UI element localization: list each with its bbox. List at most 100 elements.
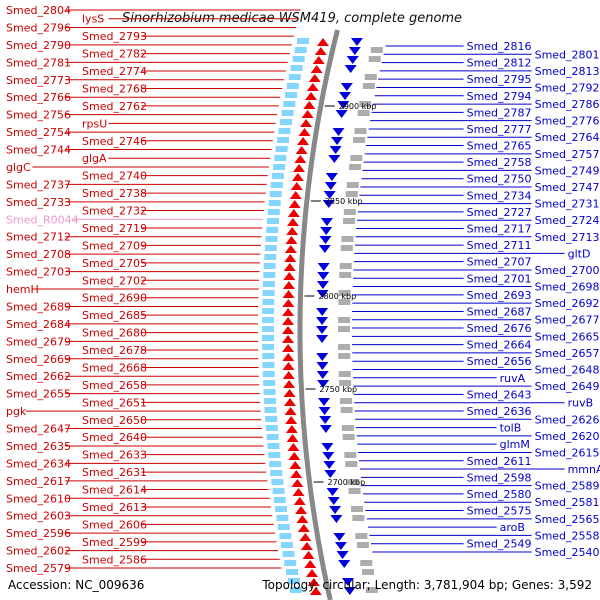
forward-gene-arrow	[288, 200, 301, 208]
gene-label: Smed_2664	[467, 339, 532, 352]
gene-label: Smed_2615	[535, 446, 600, 459]
reverse-gene-arrow	[319, 416, 332, 424]
forward-gene-arrow	[312, 56, 325, 64]
forward-gene-arrow	[284, 245, 297, 253]
reverse-gene-arrow	[316, 335, 329, 343]
gene-label: Smed_2738	[82, 187, 147, 200]
forward-gene-arrow	[297, 524, 310, 532]
feature-box	[269, 191, 282, 197]
gene-label: Smed_2737	[6, 178, 71, 191]
feature-box	[368, 56, 381, 62]
forward-gene-arrow	[310, 65, 323, 73]
gene-label: hemH	[6, 283, 39, 296]
feature-box	[292, 56, 305, 62]
forward-gene-arrow	[304, 560, 317, 568]
gene-label: Smed_2669	[6, 353, 71, 366]
gene-label: Smed_2643	[467, 388, 532, 401]
forward-gene-arrow	[293, 497, 306, 505]
reverse-gene-arrow	[316, 371, 329, 379]
forward-gene-arrow	[285, 236, 298, 244]
feature-box	[265, 425, 278, 431]
scale-tick-label: 2800 kbp	[318, 292, 356, 301]
gene-label: Smed_2599	[82, 536, 147, 549]
gene-label: Smed_2579	[6, 562, 71, 575]
gene-label: Smed_2733	[6, 196, 71, 209]
gene-label: Smed_2756	[6, 109, 71, 122]
reverse-gene-arrow	[343, 587, 356, 595]
reverse-gene-arrow	[316, 326, 329, 334]
forward-gene-arrow	[316, 38, 329, 46]
gene-label: Smed_2634	[6, 457, 71, 470]
gene-label: Smed_2603	[6, 510, 71, 523]
reverse-gene-arrow	[324, 182, 337, 190]
feature-box	[338, 290, 351, 296]
gene-label: Smed_2765	[467, 140, 532, 153]
gene-label: Smed_2793	[82, 30, 147, 43]
forward-gene-arrow	[289, 461, 302, 469]
forward-gene-arrow	[286, 218, 299, 226]
reverse-gene-arrow	[318, 398, 331, 406]
feature-box	[284, 560, 297, 566]
gene-label: Smed_2708	[6, 248, 71, 261]
reverse-gene-arrow	[323, 461, 336, 469]
gene-label: Smed_2790	[6, 39, 71, 52]
feature-box	[290, 65, 303, 71]
feature-box	[274, 155, 287, 161]
gene-label: Smed_2812	[467, 57, 532, 70]
forward-gene-arrow	[300, 119, 313, 127]
feature-box	[267, 209, 280, 215]
forward-gene-arrow	[291, 479, 304, 487]
feature-box	[263, 389, 276, 395]
reverse-gene-arrow	[317, 380, 330, 388]
feature-box	[286, 569, 299, 575]
feature-box	[262, 299, 275, 305]
feature-box	[276, 515, 289, 521]
feature-box	[282, 551, 295, 557]
gene-label: Smed_2744	[6, 144, 71, 157]
feature-box	[262, 353, 275, 359]
feature-box	[287, 578, 300, 584]
gene-label: Smed_2801	[535, 48, 600, 61]
feature-box	[345, 191, 358, 197]
feature-box	[347, 479, 360, 485]
backbone-line	[297, 29, 340, 600]
gene-label: Smed_2786	[535, 98, 600, 111]
feature-box	[296, 38, 309, 44]
forward-gene-arrow	[282, 353, 295, 361]
gene-label: Smed_2757	[535, 148, 600, 161]
forward-gene-arrow	[294, 155, 307, 163]
gene-label: Smed_2731	[535, 198, 600, 211]
gene-label: Smed_2656	[467, 355, 532, 368]
feature-box	[279, 533, 292, 539]
gene-label: Smed_2647	[6, 423, 71, 436]
gene-label: Smed_2712	[6, 231, 71, 244]
reverse-gene-arrow	[336, 551, 349, 559]
feature-box	[262, 326, 275, 332]
forward-gene-arrow	[303, 101, 316, 109]
reverse-gene-arrow	[320, 227, 333, 235]
feature-box	[338, 371, 351, 377]
gene-label: Smed_2685	[82, 309, 147, 322]
feature-box	[339, 263, 352, 269]
gene-label: Smed_2680	[82, 327, 147, 340]
gene-label: Smed_2804	[6, 4, 71, 17]
feature-box	[283, 101, 296, 107]
feature-box	[362, 83, 375, 89]
reverse-gene-arrow	[320, 218, 333, 226]
gene-label: Smed_2764	[535, 131, 600, 144]
gene-label: Smed_2781	[6, 56, 71, 69]
forward-gene-arrow	[285, 425, 298, 433]
gene-label: Smed_2658	[82, 379, 147, 392]
reverse-gene-arrow	[316, 362, 329, 370]
feature-box	[263, 272, 276, 278]
gene-label: Smed_2677	[535, 314, 600, 327]
feature-box	[273, 497, 286, 503]
reverse-gene-arrow	[337, 101, 350, 109]
gene-label: Smed_2813	[535, 65, 600, 78]
feature-box	[280, 119, 293, 125]
feature-box	[264, 398, 277, 404]
accession-text: Accession: NC_009636	[8, 578, 145, 592]
gene-label: Smed_2655	[6, 388, 71, 401]
feature-box	[277, 524, 290, 530]
reverse-gene-arrow	[317, 272, 330, 280]
